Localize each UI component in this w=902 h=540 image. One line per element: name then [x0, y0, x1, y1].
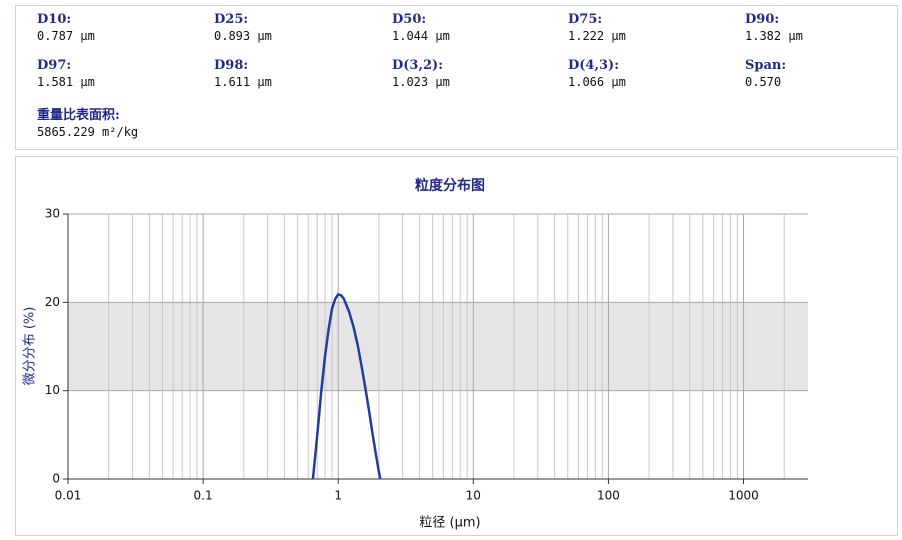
stat-label: D25:: [214, 12, 249, 27]
stat: D25: 0.893 μm: [214, 12, 272, 43]
stat: D(3,2): 1.023 μm: [392, 58, 450, 89]
x-tick-label: 100: [597, 489, 620, 503]
stat: D50: 1.044 μm: [392, 12, 450, 43]
stat-label: 重量比表面积:: [37, 108, 120, 123]
stat-label: D90:: [745, 12, 780, 27]
stat-label: D(3,2):: [392, 58, 443, 73]
stat-label: D98:: [214, 58, 249, 73]
stat-label: D50:: [392, 12, 427, 27]
x-tick-label: 0.01: [55, 489, 82, 503]
stat-value: 0.893 μm: [214, 29, 272, 43]
chart-title: 粒度分布图: [415, 177, 485, 194]
stat-label: D97:: [37, 58, 72, 73]
stat: Span: 0.570: [745, 58, 786, 89]
stat-value: 1.581 μm: [37, 75, 95, 89]
stat-value: 1.023 μm: [392, 75, 450, 89]
x-tick-label: 1: [334, 489, 342, 503]
stat: D97: 1.581 μm: [37, 58, 95, 89]
grid-band: [68, 302, 808, 391]
y-tick-label: 20: [45, 295, 60, 309]
stat-value: 1.382 μm: [745, 29, 803, 43]
stat-label: Span:: [745, 58, 787, 73]
stat-value: 1.066 μm: [568, 75, 626, 89]
stats-panel: [15, 5, 898, 150]
y-tick-label: 10: [45, 383, 60, 397]
x-tick-label: 0.1: [194, 489, 213, 503]
x-axis-label: 粒径 (μm): [419, 516, 480, 531]
y-tick-label: 0: [52, 472, 60, 486]
stat-label: D10:: [37, 12, 72, 27]
stat: D98: 1.611 μm: [214, 58, 272, 89]
plot-area: [67, 213, 808, 480]
stat-value: 5865.229 m²/kg: [37, 125, 139, 139]
stat-label: D75:: [568, 12, 603, 27]
x-tick-label: 1000: [728, 489, 759, 503]
stat-value: 0.570: [745, 75, 782, 89]
x-tick-label: 10: [466, 489, 481, 503]
stat-value: 1.044 μm: [392, 29, 450, 43]
stat: D75: 1.222 μm: [568, 12, 626, 43]
line: [311, 292, 382, 480]
y-axis-label: 微分分布 (%): [23, 307, 38, 386]
stat: D10: 0.787 μm: [37, 12, 95, 43]
stat: D(4,3): 1.066 μm: [568, 58, 626, 89]
stat-value: 1.611 μm: [214, 75, 272, 89]
stat-value: 0.787 μm: [37, 29, 95, 43]
y-tick-label: 30: [45, 207, 60, 221]
stat: D90: 1.382 μm: [745, 12, 803, 43]
stat-label: D(4,3):: [568, 58, 619, 73]
stat-value: 1.222 μm: [568, 29, 626, 43]
stat: 重量比表面积: 5865.229 m²/kg: [37, 104, 138, 139]
